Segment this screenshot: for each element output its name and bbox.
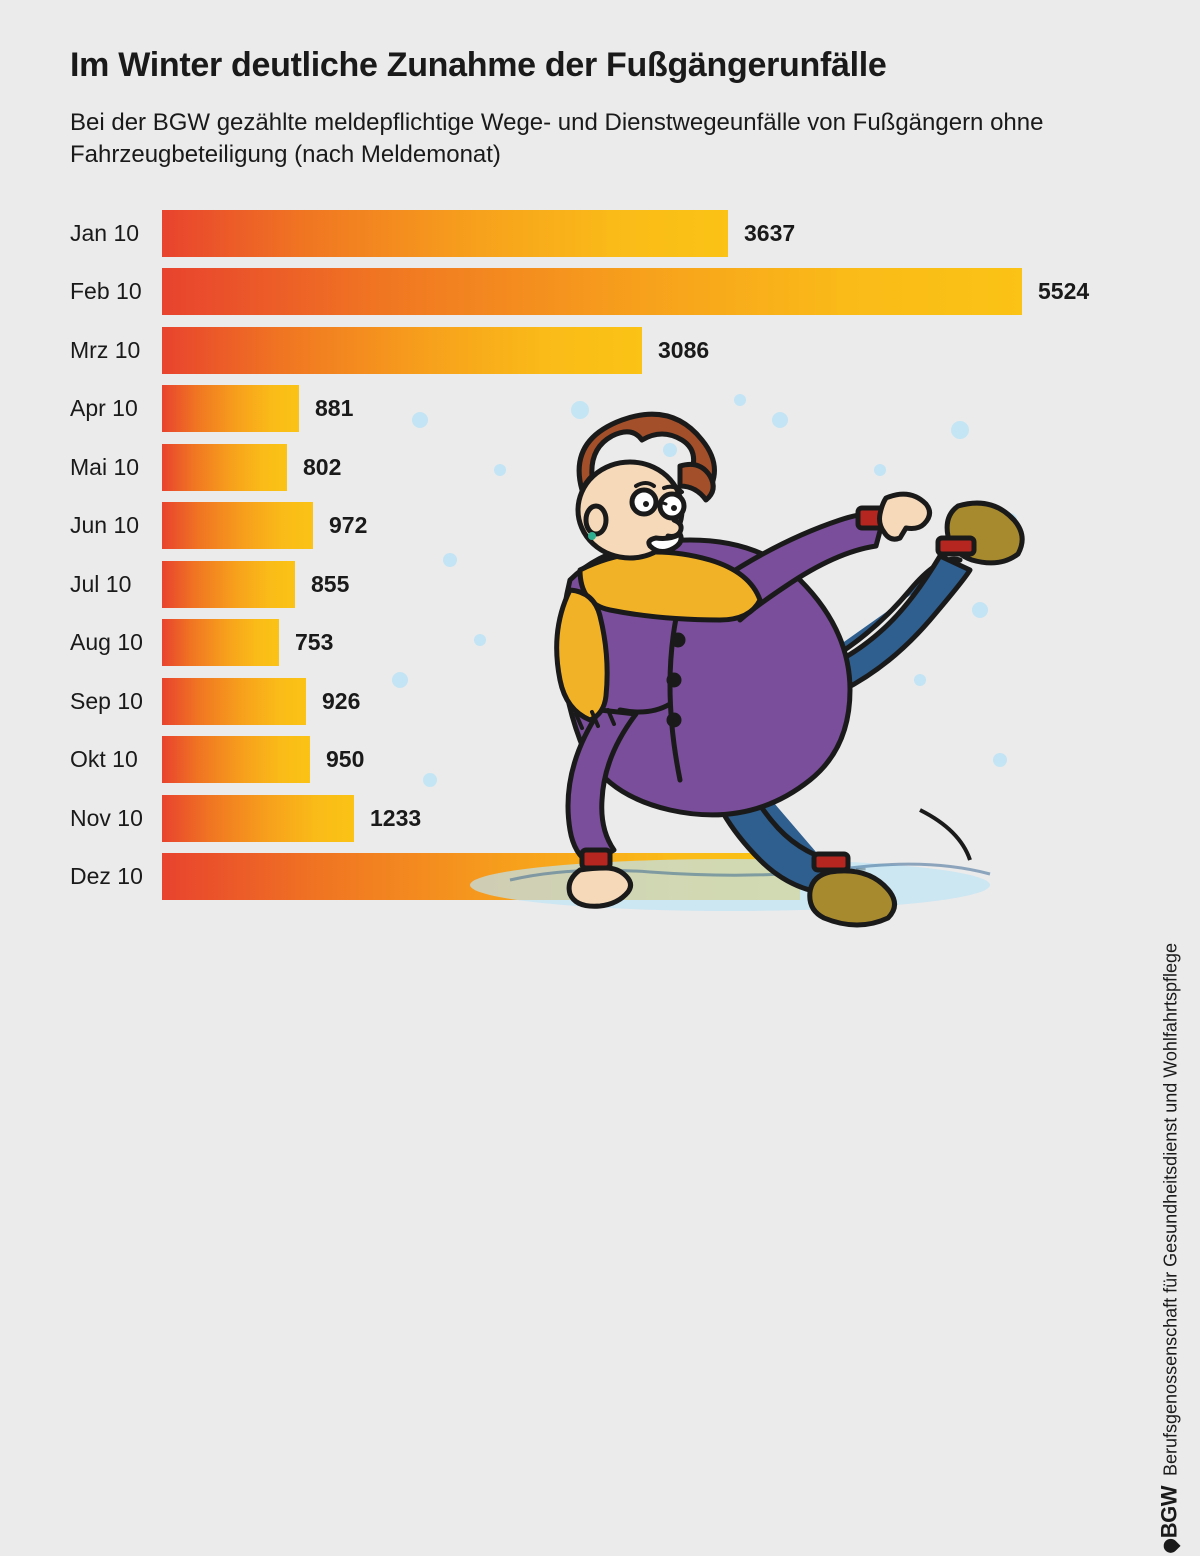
month-label: Aug 10 (70, 629, 162, 656)
bar (162, 853, 800, 900)
month-label: Jun 10 (70, 512, 162, 539)
bar (162, 385, 299, 432)
bar (162, 327, 642, 374)
bar-row: Feb 10 5524 (70, 268, 1130, 315)
bar (162, 678, 306, 725)
month-label: Jan 10 (70, 220, 162, 247)
bar-value: 753 (295, 629, 333, 656)
bar-value: 855 (311, 571, 349, 598)
bar-row: Dez 10 4095 (70, 853, 1130, 900)
bar-track: 5524 (162, 268, 1130, 315)
month-label: Apr 10 (70, 395, 162, 422)
infographic-canvas: Im Winter deutliche Zunahme der Fußgänge… (0, 0, 1200, 1003)
bar-row: Sep 10 926 (70, 678, 1130, 725)
bar (162, 502, 313, 549)
bar-value: 926 (322, 688, 360, 715)
bar-row: Apr 10 881 (70, 385, 1130, 432)
bar (162, 268, 1022, 315)
bar (162, 795, 354, 842)
bar-row: Jun 10 972 (70, 502, 1130, 549)
bar (162, 619, 279, 666)
month-label: Feb 10 (70, 278, 162, 305)
bar-row: Okt 10 950 (70, 736, 1130, 783)
bar-value: 881 (315, 395, 353, 422)
bar-row: Jan 10 3637 (70, 210, 1130, 257)
month-label: Mai 10 (70, 454, 162, 481)
chart-subtitle: Bei der BGW gezählte meldepflichtige Weg… (70, 107, 1050, 172)
bar-track: 855 (162, 561, 1130, 608)
bar-value: 5524 (1038, 278, 1089, 305)
month-label: Okt 10 (70, 746, 162, 773)
bar-value: 3086 (658, 337, 709, 364)
bar-track: 950 (162, 736, 1130, 783)
bar-track: 802 (162, 444, 1130, 491)
bgw-logo: BGW (1156, 1486, 1182, 1554)
bar (162, 736, 310, 783)
bar-track: 3086 (162, 327, 1130, 374)
bar-row: Aug 10 753 (70, 619, 1130, 666)
bar-row: Mrz 10 3086 (70, 327, 1130, 374)
bar (162, 444, 287, 491)
month-label: Dez 10 (70, 863, 162, 890)
bar-value: 1233 (370, 805, 421, 832)
month-label: Nov 10 (70, 805, 162, 832)
bar-chart: Jan 10 3637 Feb 10 5524 Mrz 10 3086 Apr 10 881 M… (70, 210, 1130, 901)
bar-value: 802 (303, 454, 341, 481)
bar (162, 210, 728, 257)
bar-row: Nov 10 1233 (70, 795, 1130, 842)
bar-track: 926 (162, 678, 1130, 725)
bar-track: 1233 (162, 795, 1130, 842)
month-label: Sep 10 (70, 688, 162, 715)
bar-value: 950 (326, 746, 364, 773)
chart-title: Im Winter deutliche Zunahme der Fußgänge… (70, 46, 1130, 85)
month-label: Jul 10 (70, 571, 162, 598)
bar-track: 4095 (162, 853, 1130, 900)
month-label: Mrz 10 (70, 337, 162, 364)
source-credit: BGW Berufsgenossenschaft für Gesundheits… (1156, 943, 1182, 1554)
bar-track: 881 (162, 385, 1130, 432)
bar (162, 561, 295, 608)
bar-row: Jul 10 855 (70, 561, 1130, 608)
bar-track: 972 (162, 502, 1130, 549)
credit-text: Berufsgenossenschaft für Gesundheitsdien… (1160, 943, 1181, 1476)
bar-value: 3637 (744, 220, 795, 247)
bar-value: 4095 (816, 863, 867, 890)
bar-track: 753 (162, 619, 1130, 666)
bar-track: 3637 (162, 210, 1130, 257)
bar-value: 972 (329, 512, 367, 539)
bar-row: Mai 10 802 (70, 444, 1130, 491)
